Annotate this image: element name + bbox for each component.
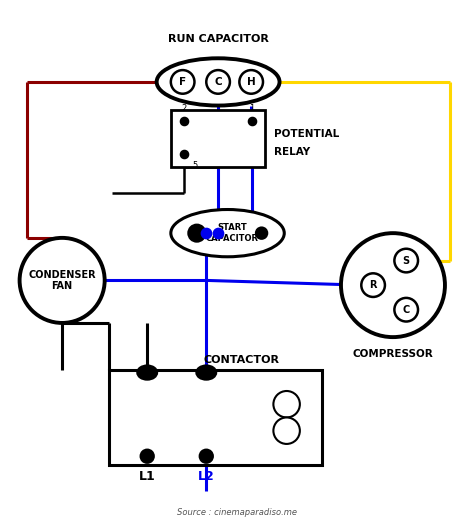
Circle shape <box>273 391 300 417</box>
Circle shape <box>361 274 385 297</box>
Ellipse shape <box>196 366 216 380</box>
Text: POTENTIAL: POTENTIAL <box>274 129 339 139</box>
Circle shape <box>394 249 418 272</box>
Text: C: C <box>402 305 410 315</box>
Bar <box>171 110 265 167</box>
Circle shape <box>200 450 213 463</box>
Text: 2: 2 <box>182 104 187 112</box>
Circle shape <box>394 298 418 322</box>
Text: L2: L2 <box>198 470 215 483</box>
Circle shape <box>239 70 263 94</box>
Text: Source : cinemaparadiso.me: Source : cinemaparadiso.me <box>177 508 297 517</box>
Circle shape <box>171 70 194 94</box>
Text: RELAY: RELAY <box>274 147 310 157</box>
Circle shape <box>273 417 300 444</box>
Circle shape <box>341 233 445 337</box>
Text: START
CAPACITOR: START CAPACITOR <box>206 223 259 243</box>
Text: F: F <box>179 77 186 87</box>
Text: RUN CAPACITOR: RUN CAPACITOR <box>168 34 269 44</box>
Circle shape <box>19 238 105 323</box>
Text: CONTACTOR: CONTACTOR <box>203 355 279 365</box>
Bar <box>109 370 322 465</box>
Circle shape <box>206 70 230 94</box>
Point <box>248 117 256 125</box>
Text: COMPRESSOR: COMPRESSOR <box>353 349 433 359</box>
Text: C: C <box>214 77 222 87</box>
Ellipse shape <box>137 366 157 380</box>
Circle shape <box>256 228 267 239</box>
Text: L1: L1 <box>139 470 155 483</box>
Text: S: S <box>402 256 410 266</box>
Text: H: H <box>247 77 255 87</box>
Circle shape <box>141 450 154 463</box>
Point <box>214 229 222 237</box>
Text: 5: 5 <box>192 161 198 170</box>
Point <box>180 117 188 125</box>
Text: CONDENSER
FAN: CONDENSER FAN <box>28 269 96 291</box>
Ellipse shape <box>156 58 280 106</box>
Ellipse shape <box>171 210 284 257</box>
Point <box>180 150 188 158</box>
Text: R: R <box>369 280 377 290</box>
Circle shape <box>188 225 205 242</box>
Point <box>202 229 210 237</box>
Text: 1: 1 <box>249 104 255 112</box>
